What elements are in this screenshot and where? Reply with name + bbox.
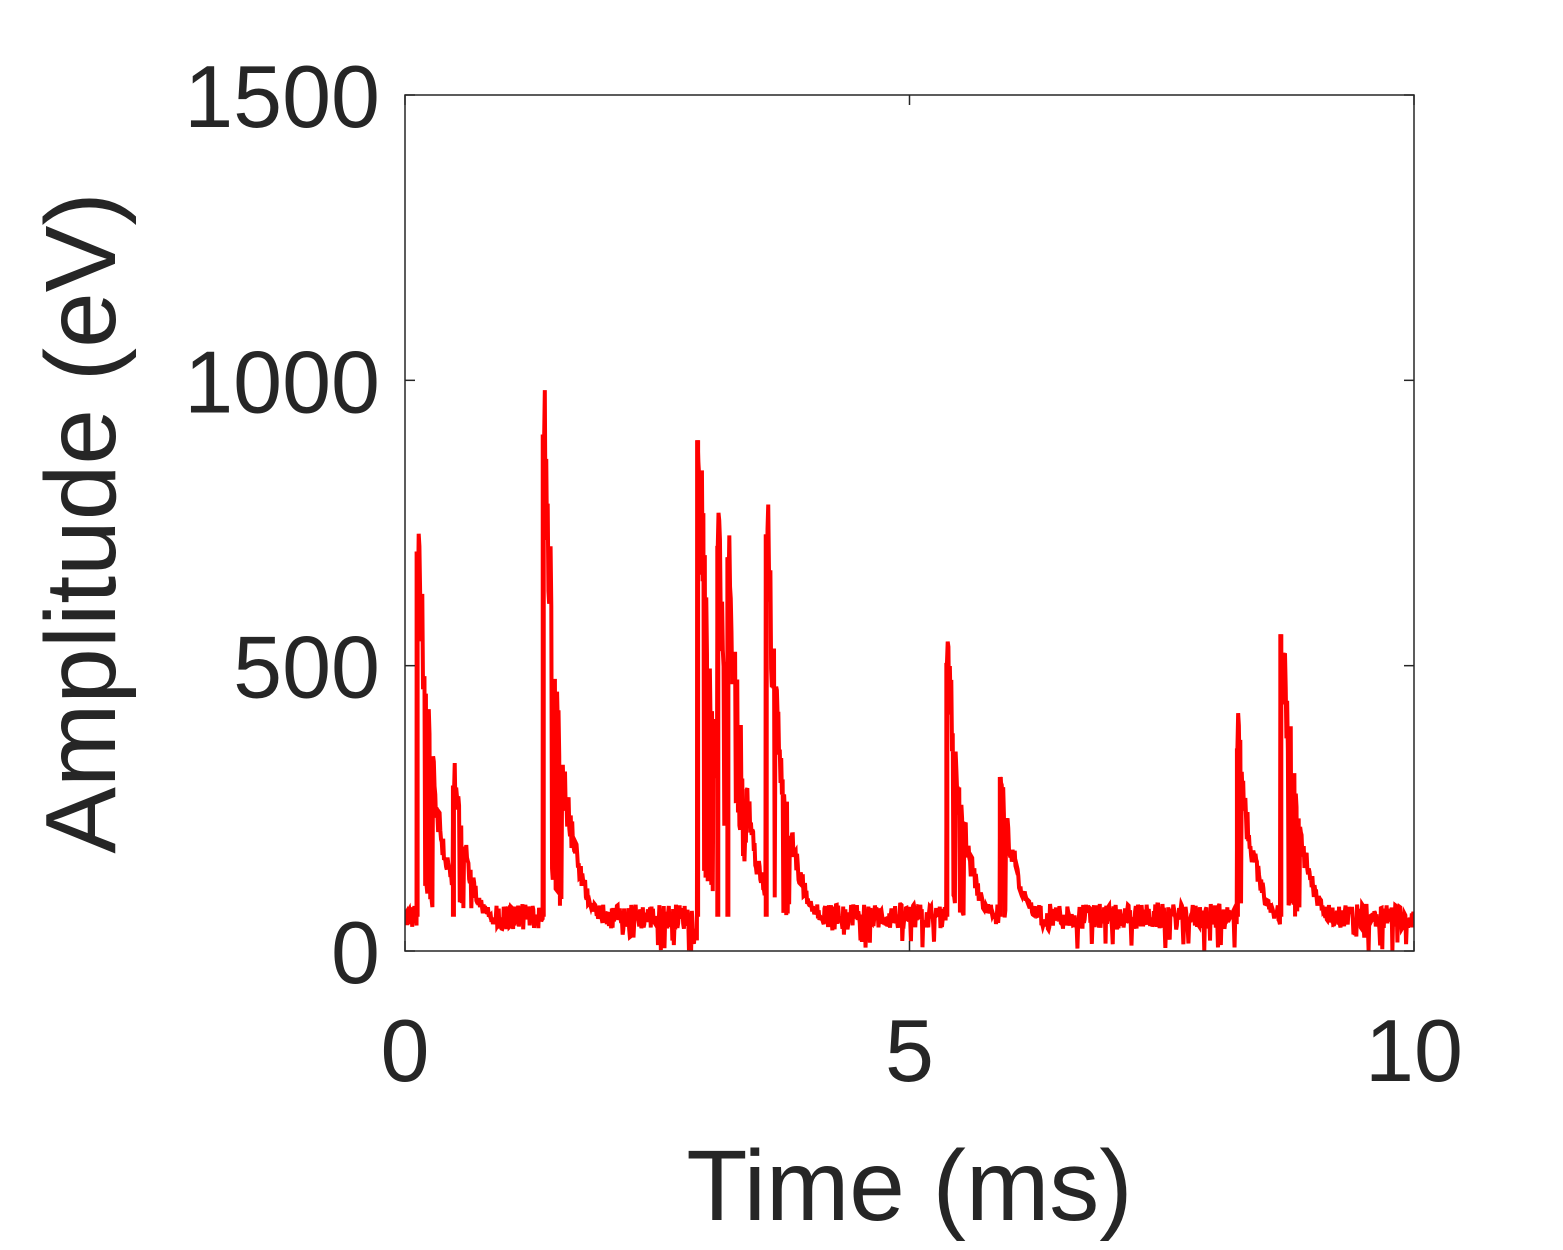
y-tick-label: 0 (331, 903, 380, 1002)
x-tick-label: 10 (1365, 1001, 1463, 1100)
y-tick-label: 500 (233, 618, 380, 717)
x-tick-label: 0 (381, 1001, 430, 1100)
plot-area (405, 390, 1414, 951)
x-axis-label: Time (ms) (686, 1130, 1132, 1242)
x-tick-label: 5 (885, 1001, 934, 1100)
labels: 0 5 10 0 500 1000 1500 Time (ms) Amplitude (eV) (25, 47, 1463, 1242)
ticks (404, 94, 1415, 952)
series-line (405, 390, 1414, 951)
y-tick-label: 1000 (184, 332, 380, 431)
y-axis-label: Amplitude (eV) (25, 192, 137, 853)
y-tick-label: 1500 (184, 47, 380, 146)
